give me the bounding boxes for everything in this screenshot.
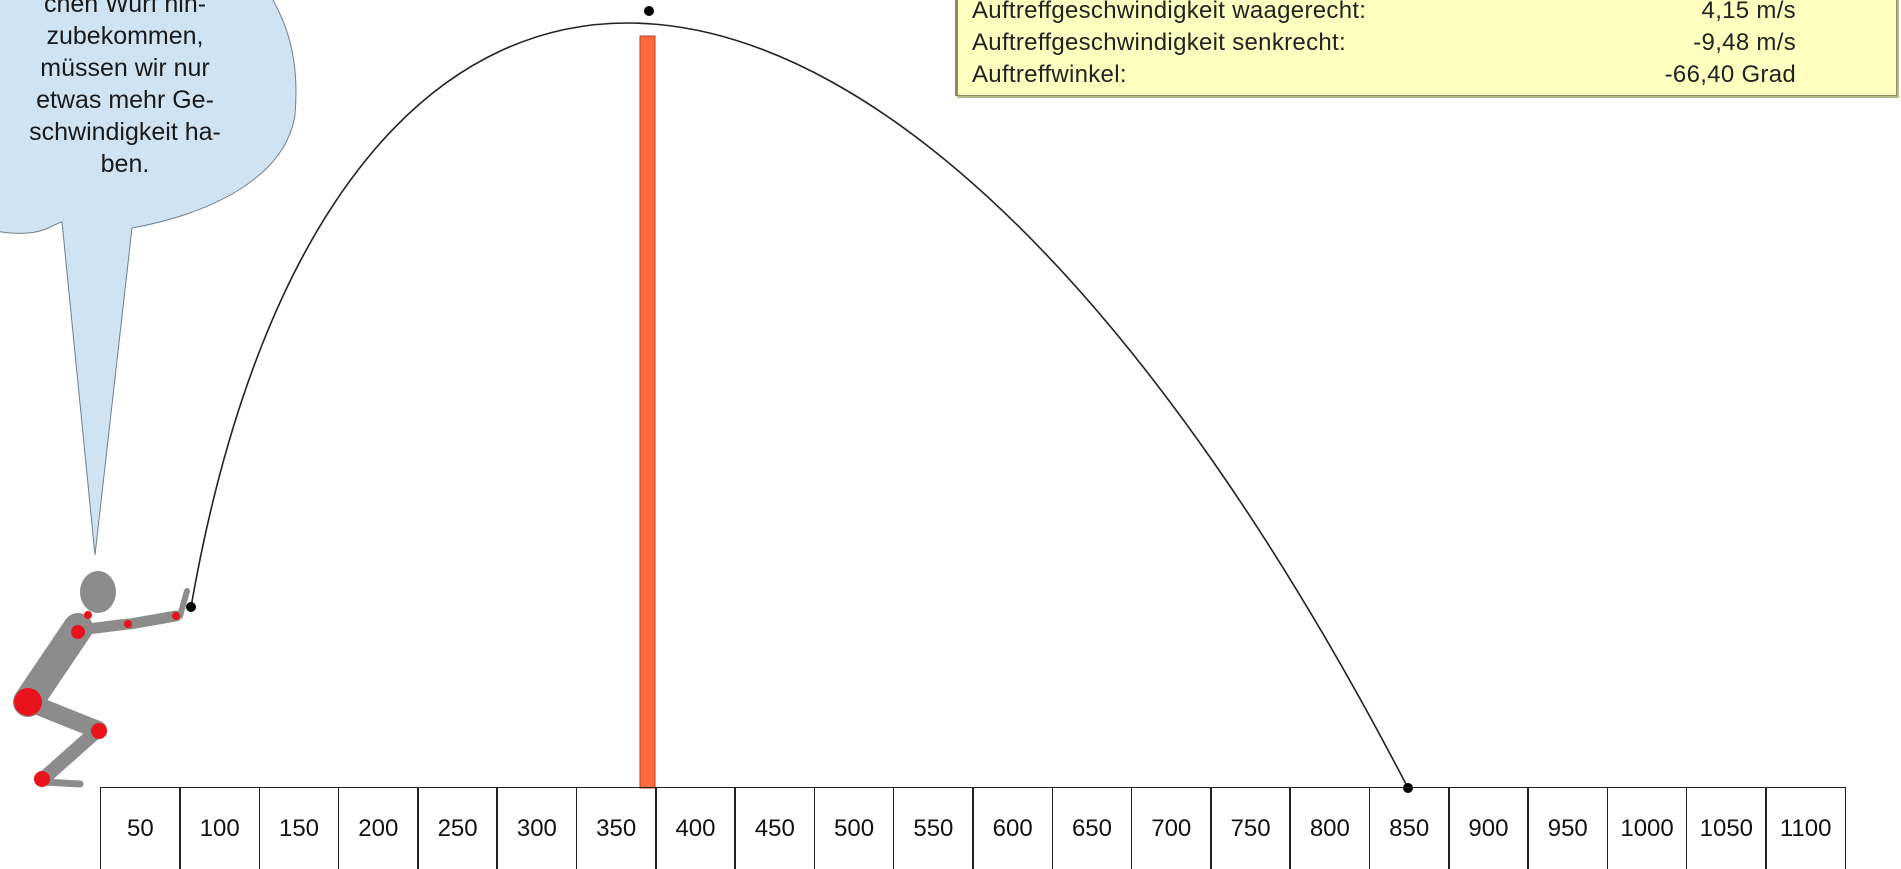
joint-elbow <box>124 620 132 628</box>
speech-line: ben. <box>100 150 150 178</box>
result-value: -9,48 m/s <box>1693 29 1796 56</box>
ruler-cell: 100 <box>179 787 261 869</box>
trajectory-curve <box>190 22 1409 789</box>
distance-ruler: 50 100 150 200 250 300 350 400 450 500 5… <box>100 787 1847 869</box>
result-label: Auftreffgeschwindigkeit senkrecht: <box>972 29 1346 56</box>
speech-line: etwas mehr Ge- <box>36 86 214 114</box>
figure-shin <box>37 723 105 785</box>
result-row: Auftreffgeschwindigkeit waagerecht: 4,15… <box>972 0 1796 27</box>
results-panel: Auftreffgeschwindigkeit waagerecht: 4,15… <box>955 0 1897 96</box>
speech-line: chen Wurf hin- <box>43 0 207 18</box>
ruler-cell: 1100 <box>1765 787 1847 869</box>
ruler-cell: 550 <box>892 787 974 869</box>
speech-line: schwindigkeit ha- <box>29 118 221 146</box>
ruler-cell: 150 <box>258 787 340 869</box>
figure-head <box>80 571 116 613</box>
ruler-cell: 250 <box>417 787 498 869</box>
ruler-cell: 50 <box>100 787 181 869</box>
ruler-cell: 900 <box>1448 787 1529 869</box>
speech-bubble-text: chen Wurf hin- zubekommen, müssen wir nu… <box>0 0 270 180</box>
figure-forearm <box>124 610 182 630</box>
thrower-figure <box>13 571 190 788</box>
joint-ankle <box>34 771 50 787</box>
result-value: -66,40 Grad <box>1664 61 1796 88</box>
result-row: Auftreffwinkel: -66,40 Grad <box>972 61 1796 91</box>
result-value: 4,15 m/s <box>1701 0 1796 24</box>
ruler-cell: 500 <box>813 787 895 869</box>
figure-hand <box>177 588 190 619</box>
apex-point <box>644 6 654 16</box>
ruler-cell: 750 <box>1210 787 1291 869</box>
ruler-cell: 700 <box>1130 787 1212 869</box>
ruler-cell: 350 <box>575 787 657 869</box>
result-label: Auftreffwinkel: <box>972 61 1127 88</box>
ruler-cell: 400 <box>655 787 736 869</box>
speech-bubble <box>0 0 297 556</box>
figure-torso <box>13 613 93 717</box>
ruler-cell: 850 <box>1368 787 1450 869</box>
joint-shoulder <box>71 625 85 639</box>
obstacle-wall <box>639 35 656 789</box>
ruler-cell: 1000 <box>1606 787 1688 869</box>
joint-wrist <box>172 612 180 620</box>
ruler-cell: 200 <box>337 787 419 869</box>
ruler-cell: 650 <box>1051 787 1133 869</box>
speech-line: zubekommen, <box>46 22 204 50</box>
impact-point <box>1403 783 1413 793</box>
figure-upper-arm <box>74 618 134 636</box>
ruler-cell: 300 <box>496 787 578 869</box>
ruler-cell: 1050 <box>1685 787 1767 869</box>
result-label: Auftreffgeschwindigkeit waagerecht: <box>972 0 1367 24</box>
speech-line: müssen wir nur <box>40 54 210 82</box>
figure-foot <box>40 778 84 788</box>
joint-knee <box>91 723 107 739</box>
ruler-cell: 950 <box>1527 787 1609 869</box>
launch-point <box>186 602 196 612</box>
joint-neck <box>84 611 92 619</box>
ruler-cell: 800 <box>1289 787 1371 869</box>
ruler-cell: 450 <box>734 787 816 869</box>
joint-hip <box>14 688 42 716</box>
ruler-cell: 600 <box>972 787 1054 869</box>
result-row: Auftreffgeschwindigkeit senkrecht: -9,48… <box>972 29 1796 59</box>
